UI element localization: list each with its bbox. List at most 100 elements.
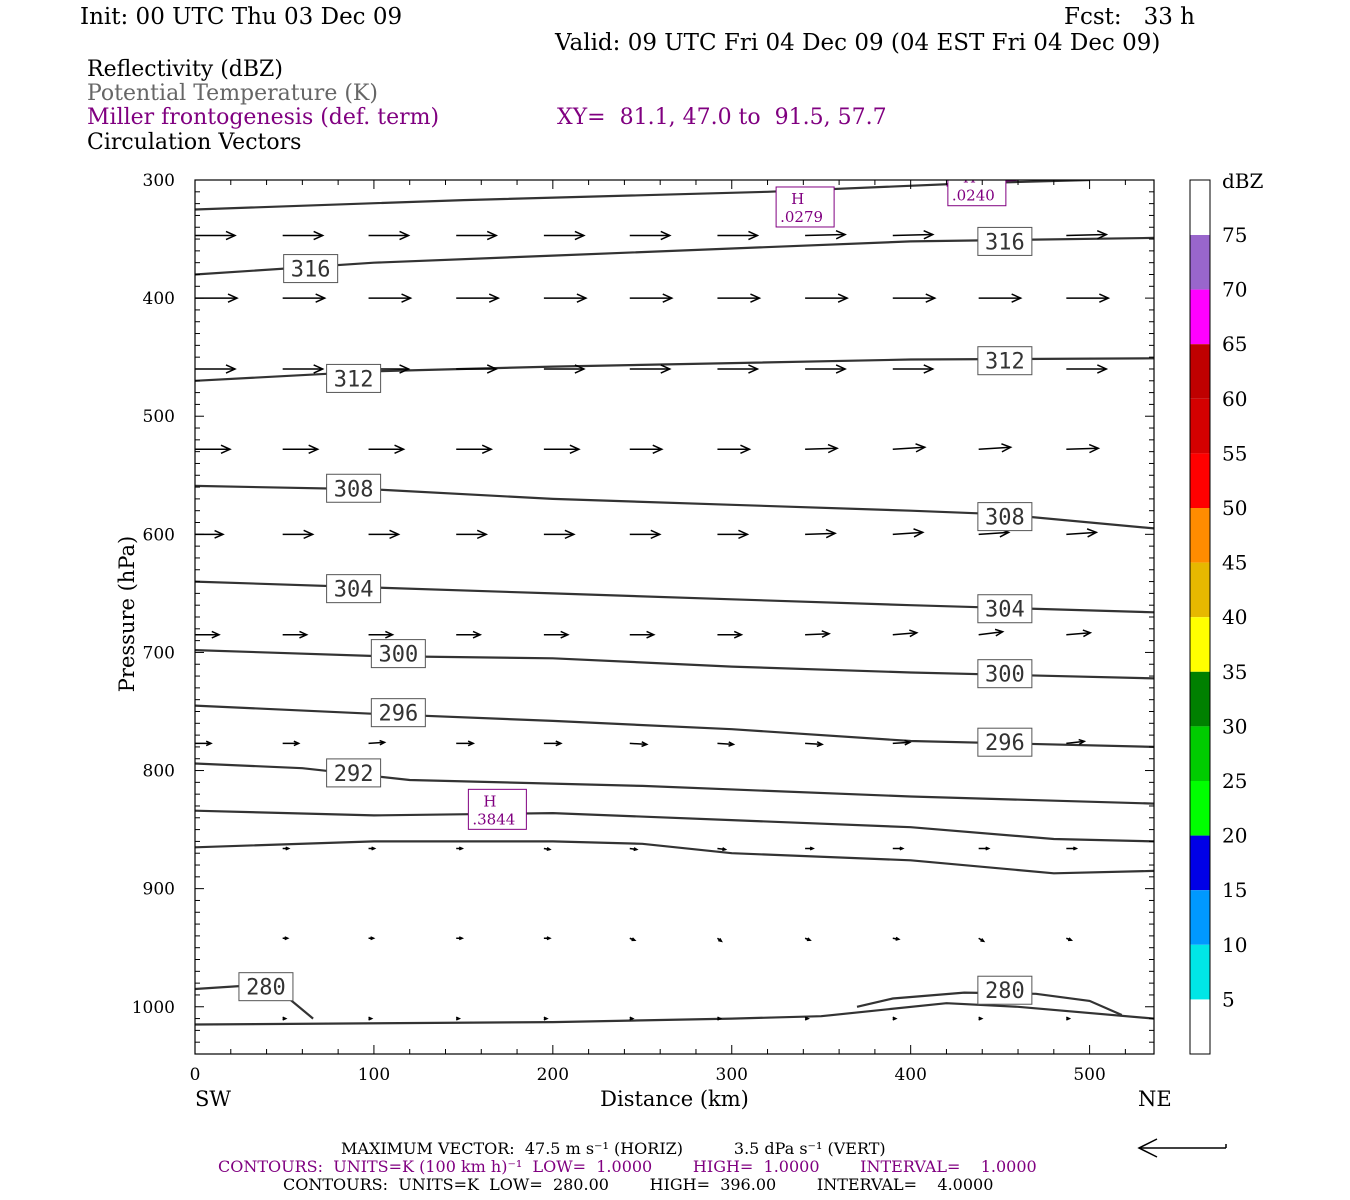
legend-vectors: Circulation Vectors xyxy=(87,130,302,155)
vector-arrowhead xyxy=(401,293,413,303)
vector-arrowhead xyxy=(225,364,237,374)
vector-arrowhead xyxy=(923,364,935,374)
vector-arrowhead xyxy=(909,629,919,638)
vector-arrowhead xyxy=(313,364,325,374)
colorbar-segment xyxy=(1190,453,1210,508)
theta-contour-label: 296 xyxy=(378,702,418,727)
vector-arrowhead xyxy=(740,444,752,455)
theta-label-box xyxy=(370,639,426,669)
theta-label-box xyxy=(977,346,1033,376)
fronto-high-marker: H xyxy=(791,190,804,208)
theta-contour-label: 316 xyxy=(985,230,1025,255)
legend-reflectivity: Reflectivity (dBZ) xyxy=(87,57,283,82)
x-axis-label: Distance (km) xyxy=(600,1087,749,1111)
theta-contour-label: 296 xyxy=(985,731,1025,756)
x-tick-label: 500 xyxy=(1073,1065,1105,1085)
colorbar-segment xyxy=(1190,781,1210,836)
init-time: Init: 00 UTC Thu 03 Dec 09 xyxy=(80,4,403,30)
colorbar-segment xyxy=(1190,180,1210,235)
theta-contour-label: 308 xyxy=(985,506,1025,531)
vector-arrowhead xyxy=(225,230,237,241)
circulation-vector xyxy=(805,532,836,536)
circulation-vector xyxy=(892,631,917,636)
vector-arrowhead xyxy=(892,1016,898,1021)
vector-arrowhead xyxy=(717,1016,723,1021)
colorbar-frame xyxy=(1189,179,1211,1055)
vector-arrowhead xyxy=(899,846,905,851)
y-tick-label: 700 xyxy=(143,643,175,663)
theta-contour xyxy=(195,809,1154,843)
colorbar-tick-label: 65 xyxy=(1222,332,1247,356)
vector-arrowhead xyxy=(564,529,576,540)
x-tick-label: 400 xyxy=(894,1065,926,1085)
vector-arrowhead xyxy=(913,528,925,538)
colorbar-segment xyxy=(1190,508,1210,563)
circulation-vector xyxy=(805,233,846,237)
vector-arrowhead xyxy=(389,529,401,540)
colorbar-tick-label: 55 xyxy=(1222,441,1247,465)
vector-arrowhead xyxy=(371,846,377,851)
vector-arrowhead xyxy=(284,936,290,941)
theta-label-box xyxy=(977,502,1033,532)
vector-arrowhead xyxy=(837,293,849,303)
vector-arrowhead xyxy=(299,630,309,639)
colorbar-segment xyxy=(1190,289,1210,345)
vector-arrowhead xyxy=(1097,364,1109,374)
x-endpoint-right: NE xyxy=(1138,1087,1172,1111)
x-endpoint-left: SW xyxy=(195,1087,231,1111)
plot-area: 316 316 312 312 308 308 304 304 300 300 296 296 292 2… xyxy=(195,180,1154,1026)
vector-arrowhead xyxy=(574,364,586,374)
circulation-vector xyxy=(978,531,1009,536)
theta-contour-label: 312 xyxy=(985,350,1025,375)
theta-contour-label: 312 xyxy=(334,367,374,392)
theta-contour xyxy=(195,704,1154,748)
vector-arrowhead xyxy=(633,847,639,852)
theta-label-box xyxy=(326,363,382,393)
y-tick-label: 500 xyxy=(143,407,175,427)
circulation-vector xyxy=(892,531,923,536)
vector-arrowhead xyxy=(467,740,476,747)
theta-contour xyxy=(195,236,1154,276)
vector-arrowhead xyxy=(303,529,315,540)
colorbar-tick-label: 20 xyxy=(1222,824,1247,848)
circulation-vector xyxy=(978,446,1011,451)
vector-arrowhead xyxy=(211,630,221,639)
vector-arrowhead xyxy=(227,293,239,303)
legend-theta: Potential Temperature (K) xyxy=(87,81,378,106)
x-tick-label: 0 xyxy=(190,1065,201,1085)
vector-arrowhead xyxy=(560,630,570,639)
colorbar-segment xyxy=(1190,671,1210,727)
vector-arrowhead xyxy=(804,1016,810,1021)
circulation-vector xyxy=(892,233,933,237)
vector-arrowhead xyxy=(285,846,291,851)
vector-arrowhead xyxy=(214,529,225,539)
vector-arrowhead xyxy=(718,938,723,943)
theta-label-box xyxy=(326,473,382,503)
circulation-vector xyxy=(892,741,910,745)
vector-arrowhead xyxy=(816,741,824,748)
y-tick-label: 600 xyxy=(143,525,175,545)
theta-contour-label: 292 xyxy=(334,762,374,787)
theta-contour-info: CONTOURS: UNITS=K LOW= 280.00 HIGH= 396.… xyxy=(283,1175,994,1194)
colorbar-tick-label: 30 xyxy=(1222,714,1247,738)
y-tick-label: 800 xyxy=(143,762,175,782)
max-vector-note: MAXIMUM VECTOR: 47.5 m s⁻¹ (HORIZ) 3.5 d… xyxy=(341,1139,886,1158)
y-tick-label: 300 xyxy=(143,171,175,191)
reference-vector-arrowhead xyxy=(1137,1138,1158,1158)
vector-arrowhead xyxy=(660,230,672,241)
theta-contour xyxy=(195,762,1154,805)
vector-arrowhead xyxy=(455,1016,462,1021)
vector-arrowhead xyxy=(895,936,901,941)
vector-arrowhead xyxy=(486,230,499,241)
colorbar-tick-label: 75 xyxy=(1222,223,1247,247)
y-tick-label: 900 xyxy=(143,880,175,900)
vector-arrowhead xyxy=(368,1016,374,1021)
theta-contour xyxy=(195,1002,1154,1026)
vector-arrowhead xyxy=(825,528,837,539)
vector-arrowhead xyxy=(1082,629,1093,638)
fronto-high-box xyxy=(467,788,527,830)
vector-arrowhead xyxy=(662,293,674,303)
vector-arrowhead xyxy=(1068,937,1074,942)
colorbar-segment xyxy=(1190,890,1210,945)
